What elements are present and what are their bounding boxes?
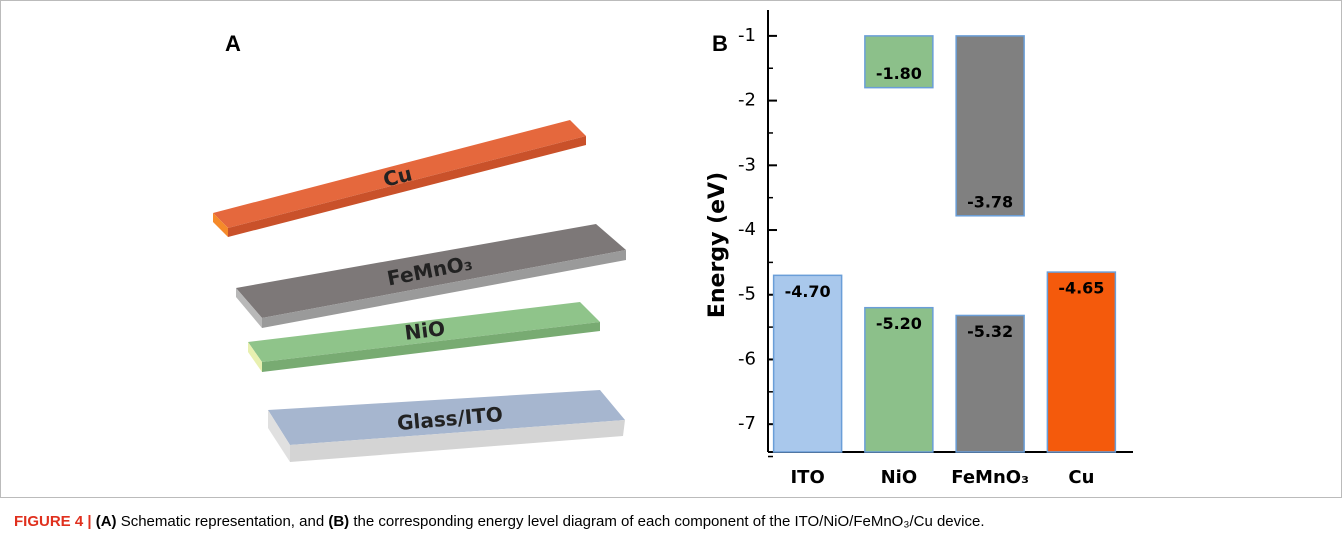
y-tick-label: -3 — [738, 154, 756, 175]
caption-text: the corresponding energy level diagram o… — [349, 513, 984, 530]
layer-plate — [268, 390, 625, 445]
panel-label: B — [712, 31, 728, 56]
bar — [864, 35, 934, 89]
value-label: -3.78 — [967, 192, 1013, 211]
y-tick-label: -7 — [738, 413, 756, 434]
value-label: -5.20 — [876, 314, 922, 333]
bar — [864, 306, 934, 453]
caption-label: FIGURE 4 | — [14, 513, 92, 530]
y-axis-title: Energy (eV) — [705, 172, 730, 318]
layer-edge — [290, 420, 625, 462]
y-tick-label: -6 — [738, 348, 756, 369]
bar — [955, 35, 1025, 217]
caption-ref: (B) — [328, 513, 349, 530]
bar — [955, 314, 1025, 453]
value-label: -1.80 — [876, 64, 922, 83]
layer-edge — [213, 213, 228, 237]
caption: FIGURE 4 | (A) Schematic representation,… — [14, 513, 985, 530]
value-label: -4.65 — [1058, 279, 1104, 298]
layer-label: NiO — [403, 316, 446, 345]
y-tick-label: -5 — [738, 284, 756, 305]
x-tick-label: ITO — [790, 467, 824, 488]
value-label: -5.32 — [967, 322, 1013, 341]
layer-plate — [213, 120, 586, 228]
value-label: -4.70 — [785, 282, 831, 301]
layer-edge — [268, 410, 290, 462]
bar — [1046, 271, 1117, 453]
y-tick-label: -2 — [738, 90, 756, 111]
figure-frame — [0, 0, 1342, 498]
caption-ref: (A) — [96, 513, 117, 530]
x-tick-label: Cu — [1068, 467, 1094, 488]
layer-edge — [262, 322, 600, 372]
panel-label: A — [225, 31, 241, 56]
energy-diagram: B Energy (eV) -1 -2 -3 -4 -5 -6 -7 ITO -4.70 NiO -… — [705, 10, 1133, 488]
layer-edge — [262, 250, 626, 328]
y-tick-label: -4 — [738, 219, 756, 240]
x-tick-label: NiO — [881, 467, 918, 488]
y-tick-label: -1 — [738, 25, 756, 46]
layer-plate — [236, 224, 626, 318]
layer-edge — [248, 342, 262, 372]
x-tick-label: FeMnO₃ — [951, 467, 1029, 488]
layer-plate — [248, 302, 600, 362]
layer-edge — [228, 136, 586, 237]
layer-edge — [236, 288, 262, 328]
bar — [772, 274, 843, 453]
caption-text: Schematic representation, and — [117, 513, 329, 530]
